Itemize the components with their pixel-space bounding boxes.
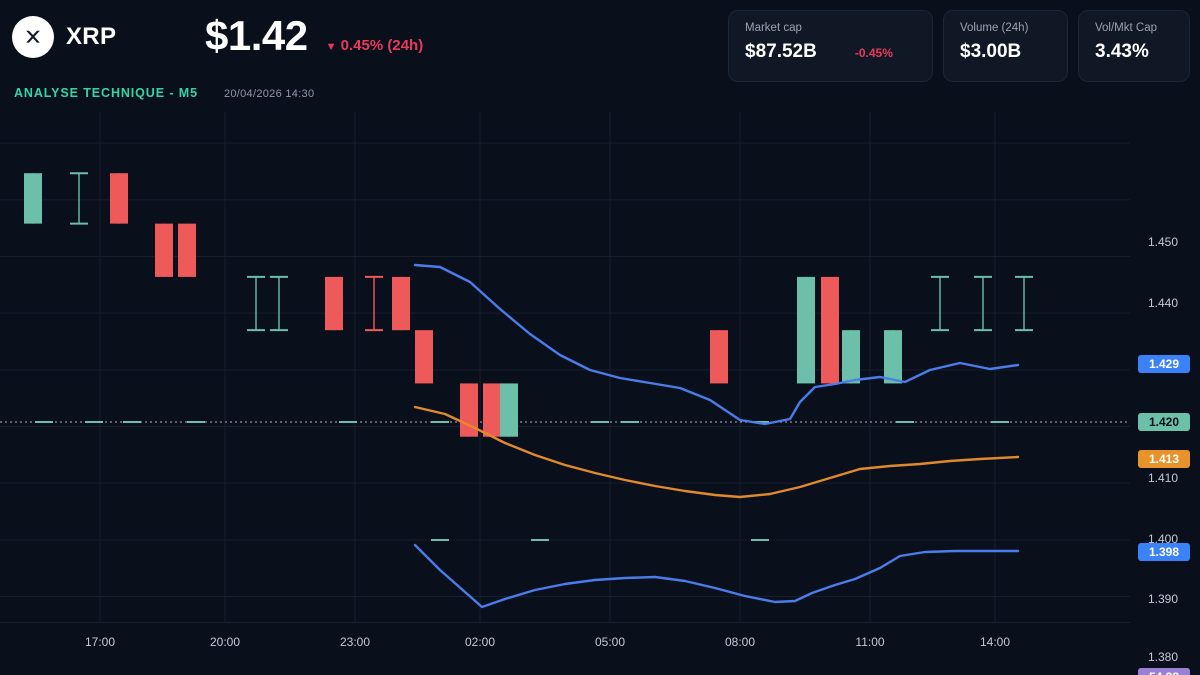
plot-canvas	[0, 112, 1130, 622]
stat-card-market-cap[interactable]: Market cap $87.52B -0.45%	[728, 10, 933, 82]
current-price: $1.42	[205, 12, 308, 59]
ma-signal-tag[interactable]: 1.398	[1138, 543, 1190, 561]
candle-body[interactable]	[155, 223, 173, 277]
stat-label: Vol/Mkt Cap	[1095, 22, 1157, 34]
stat-value: 3.43%	[1095, 41, 1149, 62]
time-axis-tick: 20:00	[209, 635, 241, 649]
candle-body[interactable]	[415, 330, 433, 384]
oscillator-tag[interactable]: 54.38	[1138, 668, 1190, 675]
stat-label: Market cap	[745, 22, 802, 34]
price-change-value: 0.45% (24h)	[340, 37, 424, 54]
stat-label: Volume (24h)	[960, 22, 1029, 34]
time-axis-tick: 02:00	[464, 635, 496, 649]
price-block: $1.42 ▼ 0.45% (24h)	[205, 12, 423, 60]
price-axis-tick: 1.400	[1148, 532, 1179, 546]
indicator-line[interactable]	[413, 543, 1020, 609]
indicator-lines	[413, 263, 1020, 609]
indicator-line[interactable]	[413, 405, 1020, 499]
stat-delta: -0.45%	[854, 46, 893, 60]
price-axis-tick: 1.440	[1148, 296, 1179, 310]
candle-body[interactable]	[710, 330, 728, 384]
xrp-logo-icon	[12, 16, 54, 58]
grid-lines	[0, 112, 1130, 622]
caret-down-icon: ▼	[325, 41, 337, 53]
ma-slow-tag[interactable]: 1.413	[1138, 450, 1190, 468]
candle-body[interactable]	[110, 173, 128, 224]
price-axis-tick: 1.390	[1148, 592, 1179, 606]
stat-value: $87.52B	[745, 41, 817, 62]
candle-body[interactable]	[821, 276, 839, 384]
candle-body[interactable]	[884, 330, 902, 384]
candle-body[interactable]	[500, 383, 518, 437]
candle-body[interactable]	[483, 383, 501, 437]
candle-body[interactable]	[842, 330, 860, 384]
indicator-line[interactable]	[413, 263, 1020, 426]
last-price-tag[interactable]: 1.420	[1138, 413, 1190, 431]
time-axis-tick: 05:00	[594, 635, 626, 649]
time-axis-tick: 11:00	[855, 635, 885, 649]
time-axis-tick: 23:00	[339, 635, 371, 649]
stat-card-volume[interactable]: Volume (24h) $3.00B	[943, 10, 1068, 82]
time-axis-tick: 17:00	[84, 635, 116, 649]
candle-body[interactable]	[392, 276, 410, 331]
candle-body[interactable]	[178, 223, 196, 277]
analysis-title: ANALYSE TECHNIQUE - M5	[14, 86, 198, 100]
candlestick-series[interactable]	[24, 172, 1033, 437]
header: XRP $1.42 ▼ 0.45% (24h) ANALYSE TECHNIQU…	[0, 0, 1200, 112]
price-axis-tick: 1.410	[1148, 471, 1179, 485]
time-axis-tick: 14:00	[979, 635, 1011, 649]
price-change-24h: ▼ 0.45% (24h)	[326, 37, 424, 54]
price-axis-tick: 1.380	[1148, 650, 1179, 664]
price-axis[interactable]: 1.4501.4401.4101.4001.3901.3801.3701.429…	[1130, 112, 1200, 675]
candle-body[interactable]	[325, 276, 343, 331]
price-axis-tick: 1.450	[1148, 235, 1179, 249]
analysis-subline: ANALYSE TECHNIQUE - M5 20/04/2026 14:30	[14, 86, 314, 100]
stats-cards: Market cap $87.52B -0.45% Volume (24h) $…	[728, 10, 1190, 82]
time-axis: 17:00 20:00 23:00 02:00 05:00 08:00 11:00 14:00	[0, 622, 1130, 662]
reference-levels	[0, 421, 1130, 423]
stat-card-vol-mkt-cap[interactable]: Vol/Mkt Cap 3.43%	[1078, 10, 1190, 82]
stat-value: $3.00B	[960, 41, 1022, 62]
time-axis-tick: 08:00	[724, 635, 756, 649]
coin-brand: XRP	[12, 16, 116, 58]
candle-body[interactable]	[24, 173, 42, 224]
chart-area[interactable]: 1.4501.4401.4101.4001.3901.3801.3701.429…	[0, 112, 1200, 675]
coin-symbol: XRP	[66, 23, 117, 50]
level-ticks	[35, 421, 1009, 541]
price-plot[interactable]	[0, 112, 1130, 622]
candle-body[interactable]	[797, 276, 815, 384]
ma-fast-tag[interactable]: 1.429	[1138, 355, 1190, 373]
analysis-timestamp: 20/04/2026 14:30	[223, 88, 315, 100]
